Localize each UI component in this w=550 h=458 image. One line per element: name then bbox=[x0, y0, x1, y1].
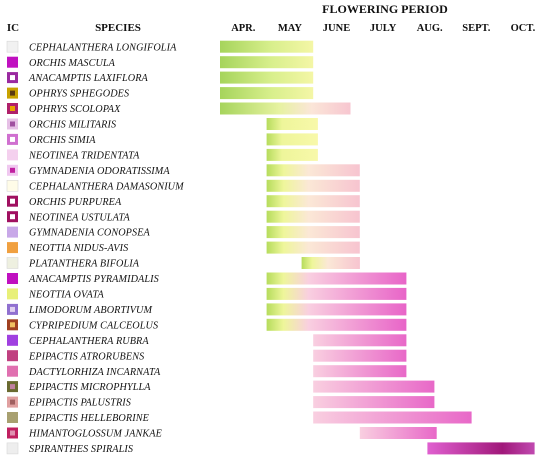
flowering-bar bbox=[313, 411, 472, 424]
ic-swatch-center bbox=[10, 136, 15, 142]
flowering-bar bbox=[266, 210, 360, 223]
ic-swatch bbox=[7, 412, 18, 423]
species-label: EPIPACTIS ATRORUBENS bbox=[28, 351, 144, 362]
flowering-bar bbox=[266, 179, 360, 192]
species-label: ANACAMPTIS LAXIFLORA bbox=[28, 73, 149, 84]
flowering-bar bbox=[266, 226, 360, 239]
flowering-bar bbox=[266, 148, 318, 161]
flowering-bar bbox=[220, 87, 314, 100]
ic-swatch-center bbox=[10, 322, 15, 328]
ic-swatch-center bbox=[10, 106, 15, 111]
ic-swatch bbox=[7, 242, 18, 254]
flowering-bar bbox=[266, 195, 360, 208]
flowering-bar bbox=[266, 133, 318, 146]
month-axis: APR. MAY JUNE JULY AUG. SEPT. OCT. bbox=[231, 23, 535, 34]
flowering-bar bbox=[427, 442, 535, 455]
month-label-3: JUNE bbox=[323, 23, 350, 34]
species-label: LIMODORUM ABORTIVUM bbox=[28, 305, 153, 316]
species-label: NEOTINEA USTULATA bbox=[28, 212, 131, 223]
flowering-bar bbox=[220, 102, 351, 115]
species-label: ANACAMPTIS PYRAMIDALIS bbox=[28, 274, 159, 285]
month-label-4: JULY bbox=[370, 23, 397, 34]
flowering-bar bbox=[220, 40, 314, 53]
species-label: NEOTTIA NIDUS-AVIS bbox=[28, 243, 128, 254]
species-column-header: SPECIES bbox=[95, 22, 141, 34]
species-label: NEOTTIA OVATA bbox=[28, 290, 104, 301]
ic-swatch bbox=[6, 442, 19, 455]
species-label: CYPRIPEDIUM CALCEOLUS bbox=[29, 320, 158, 331]
flowering-bar bbox=[266, 287, 407, 300]
flowering-bar bbox=[266, 164, 360, 177]
species-label: OPHRYS SPHEGODES bbox=[29, 89, 129, 100]
ic-swatch-center bbox=[10, 306, 15, 312]
species-label: ORCHIS MASCULA bbox=[29, 58, 116, 69]
ic-swatch-center bbox=[10, 121, 15, 127]
flowering-bar bbox=[266, 303, 407, 316]
ic-swatch-center bbox=[10, 399, 15, 405]
month-label-5: AUG. bbox=[417, 23, 443, 34]
ic-swatch-center bbox=[10, 430, 15, 436]
species-label: EPIPACTIS HELLEBORINE bbox=[28, 413, 150, 424]
flowering-bar bbox=[301, 257, 360, 269]
flowering-bar bbox=[313, 349, 407, 362]
species-label: PLATANTHERA BIFOLIA bbox=[28, 259, 140, 270]
ic-swatch-center bbox=[10, 384, 15, 390]
flowering-bar bbox=[313, 334, 407, 347]
flowering-bar bbox=[266, 118, 318, 130]
species-rows: CEPHALANTHERA LONGIFOLIA ORCHIS MASCULA AN… bbox=[6, 40, 535, 455]
species-label: ORCHIS PURPUREA bbox=[29, 197, 122, 208]
species-label: NEOTINEA TRIDENTATA bbox=[28, 151, 140, 162]
flowering-bar bbox=[313, 365, 407, 378]
flowering-bar bbox=[266, 318, 407, 331]
species-label: CEPHALANTHERA DAMASONIUM bbox=[29, 181, 184, 192]
month-label-7: OCT. bbox=[511, 23, 536, 34]
species-label: ORCHIS MILITARIS bbox=[29, 120, 116, 131]
flowering-bar bbox=[220, 71, 314, 84]
ic-swatch bbox=[7, 350, 18, 362]
species-label: ORCHIS SIMIA bbox=[29, 135, 96, 146]
flowering-bar bbox=[266, 241, 360, 254]
ic-swatch bbox=[7, 365, 18, 377]
ic-swatch-center bbox=[10, 90, 15, 96]
species-label: OPHRYS SCOLOPAX bbox=[29, 104, 121, 115]
species-label: CEPHALANTHERA LONGIFOLIA bbox=[29, 42, 177, 53]
ic-column-header: IC bbox=[7, 22, 19, 34]
ic-swatch-center bbox=[10, 75, 15, 81]
month-label-2: MAY bbox=[278, 23, 303, 34]
flowering-bar bbox=[266, 272, 407, 285]
ic-swatch-center bbox=[10, 167, 15, 173]
ic-swatch bbox=[7, 334, 18, 346]
ic-swatch bbox=[7, 273, 18, 284]
flowering-bar bbox=[313, 396, 435, 409]
species-label: DACTYLORHIZA INCARNATA bbox=[28, 367, 161, 378]
species-label: HIMANTOGLOSSUM JANKAE bbox=[28, 429, 163, 440]
ic-swatch bbox=[7, 56, 18, 68]
species-label: GYMNADENIA CONOPSEA bbox=[29, 228, 151, 239]
species-label: CEPHALANTHERA RUBRA bbox=[29, 336, 149, 347]
species-label: GYMNADENIA ODORATISSIMA bbox=[29, 166, 170, 177]
ic-swatch bbox=[7, 149, 18, 161]
ic-swatch-center bbox=[10, 198, 15, 204]
species-label: EPIPACTIS PALUSTRIS bbox=[28, 398, 131, 409]
ic-swatch-center bbox=[10, 214, 15, 220]
ic-swatch bbox=[6, 40, 19, 53]
ic-swatch bbox=[7, 226, 18, 238]
month-label-6: SEPT. bbox=[462, 23, 490, 34]
month-label-1: APR. bbox=[231, 23, 256, 34]
ic-swatch bbox=[6, 257, 19, 269]
ic-swatch bbox=[6, 180, 19, 192]
ic-swatch bbox=[7, 288, 18, 300]
flowering-bar bbox=[359, 427, 437, 439]
flowering-period-header: FLOWERING PERIOD bbox=[322, 2, 448, 16]
species-label: SPIRANTHES SPIRALIS bbox=[29, 444, 133, 455]
flowering-bar bbox=[313, 380, 435, 393]
flowering-bar bbox=[220, 56, 314, 69]
species-label: EPIPACTIS MICROPHYLLA bbox=[28, 382, 151, 393]
